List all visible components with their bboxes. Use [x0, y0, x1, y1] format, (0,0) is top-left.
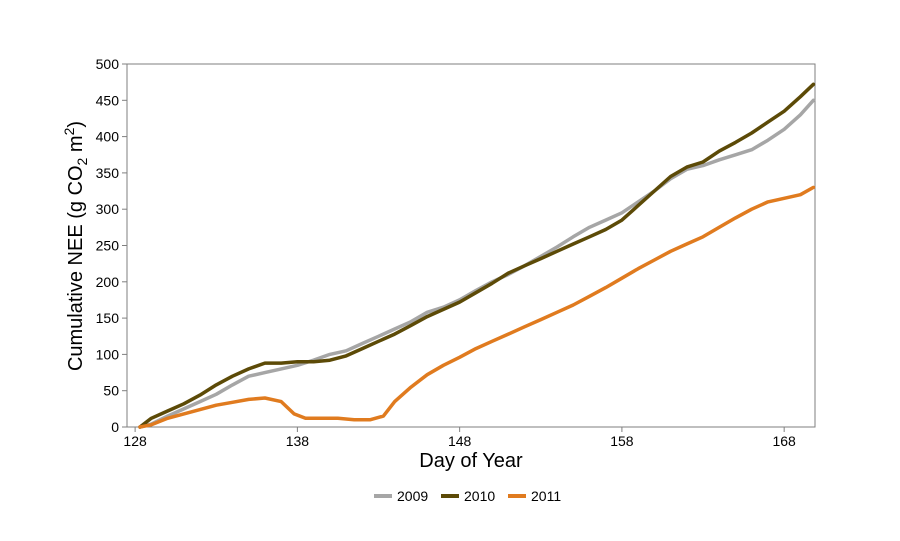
- legend-label-2010: 2010: [464, 488, 495, 504]
- series-line-2009: [138, 98, 816, 429]
- y-axis-title-mid: m: [65, 135, 87, 157]
- y-axis-title-superscript: 2: [61, 127, 77, 135]
- y-tick-label: 250: [96, 238, 120, 254]
- y-axis-title-prefix: Cumulative NEE (g CO: [65, 165, 87, 371]
- x-tick-label: 158: [610, 433, 634, 449]
- series-line-2011: [138, 185, 816, 429]
- y-tick-label: 150: [96, 310, 120, 326]
- y-axis-title-subscript: 2: [74, 157, 90, 165]
- series-line-2010: [138, 82, 816, 429]
- series-lines: [138, 82, 816, 429]
- y-axis-title-suffix: ): [65, 121, 87, 128]
- legend-label-2009: 2009: [397, 488, 428, 504]
- legend-label-2011: 2011: [531, 488, 561, 504]
- y-tick-label: 50: [103, 383, 119, 399]
- y-tick-label: 350: [96, 165, 120, 181]
- x-axis: 128 138 148 158 168: [123, 427, 796, 449]
- x-tick-label: 148: [448, 433, 472, 449]
- plot-frame: [126, 63, 816, 428]
- y-tick-label: 500: [96, 56, 120, 72]
- y-tick-label: 0: [111, 419, 119, 435]
- x-tick-label: 128: [123, 433, 147, 449]
- y-tick-label: 300: [96, 201, 120, 217]
- y-tick-label: 400: [96, 129, 120, 145]
- legend: 2009 2010 2011: [374, 488, 561, 504]
- y-axis: 0 50 100 150 200 250 300 350 400 450 500: [96, 56, 127, 435]
- x-axis-title: Day of Year: [419, 450, 523, 472]
- y-axis-title: Cumulative NEE (g CO2 m2): [61, 121, 90, 371]
- y-tick-label: 100: [96, 346, 120, 362]
- y-tick-label: 450: [96, 92, 120, 108]
- x-tick-label: 138: [286, 433, 310, 449]
- x-tick-label: 168: [772, 433, 796, 449]
- y-tick-label: 200: [96, 274, 120, 290]
